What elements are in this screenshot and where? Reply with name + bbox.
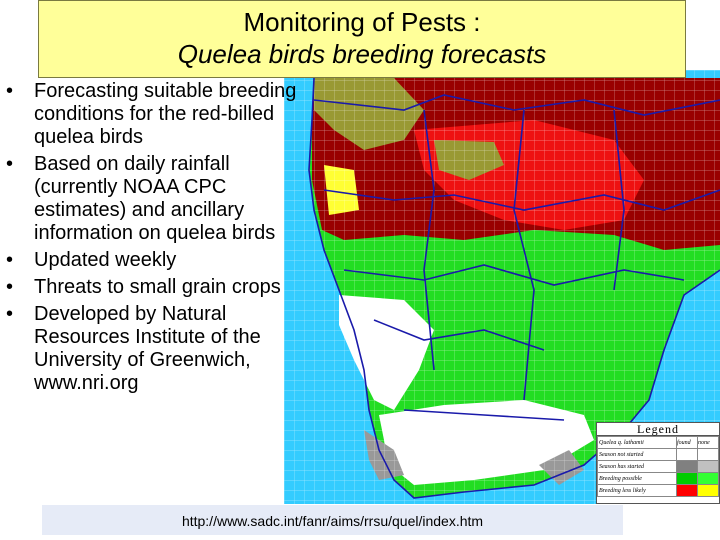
legend-table: Quelea q. lathamii found none Season not… [597,436,719,497]
bullet-item: • Based on daily rainfall (currently NOAA… [0,153,300,245]
legend-row: Breeding possible [597,472,719,485]
legend-header-row: Quelea q. lathamii found none [597,436,719,449]
bullet-item: • Updated weekly [0,249,300,272]
title-line-1: Monitoring of Pests : [243,7,481,37]
bullet-dot: • [6,153,14,175]
source-url-link[interactable]: http://www.sadc.int/fanr/aims/rrsu/quel/… [181,513,484,529]
bullet-text: Based on daily rainfall (currently NOAA … [34,153,276,244]
bullet-text: Developed by Natural Resources Institute… [34,303,261,394]
legend-title: Legend [597,423,719,436]
title-banner: Monitoring of Pests : Quelea birds breed… [38,0,686,78]
legend-row: Breeding less likely [597,484,719,497]
legend-swatch [697,448,719,461]
legend-swatch [676,460,698,473]
bullet-item: • Threats to small grain crops [0,276,300,299]
map-legend: Legend Quelea q. lathamii found none Sea… [596,422,720,504]
bullet-item: • Developed by Natural Resources Institut… [0,303,300,395]
map-coastline [308,77,720,499]
bullet-dot: • [6,80,14,102]
legend-row-label: Season not started [597,448,677,461]
map-borders [313,94,720,421]
legend-swatch [676,484,698,497]
bullet-list: • Forecasting suitable breeding condition… [0,80,300,399]
legend-row: Season not started [597,448,719,461]
source-url-bar: http://www.sadc.int/fanr/aims/rrsu/quel/… [42,505,623,535]
legend-header-species: Quelea q. lathamii [597,436,677,449]
bullet-dot: • [6,303,14,325]
bullet-item: • Forecasting suitable breeding condition… [0,80,300,149]
bullet-text: Updated weekly [34,249,177,271]
bullet-text: Forecasting suitable breeding conditions… [34,80,297,148]
legend-swatch [697,484,719,497]
legend-row-label: Breeding possible [597,472,677,485]
bullet-dot: • [6,249,14,271]
legend-header-found: found [676,436,698,449]
legend-row: Season has started [597,460,719,473]
bullet-text: Threats to small grain crops [34,276,281,298]
legend-header-none: none [697,436,719,449]
legend-swatch [697,460,719,473]
bullet-dot: • [6,276,14,298]
title-line-2: Quelea birds breeding forecasts [177,39,547,69]
legend-swatch [676,448,698,461]
legend-row-label: Season has started [597,460,677,473]
legend-swatch [697,472,719,485]
legend-row-label: Breeding less likely [597,484,677,497]
legend-swatch [676,472,698,485]
